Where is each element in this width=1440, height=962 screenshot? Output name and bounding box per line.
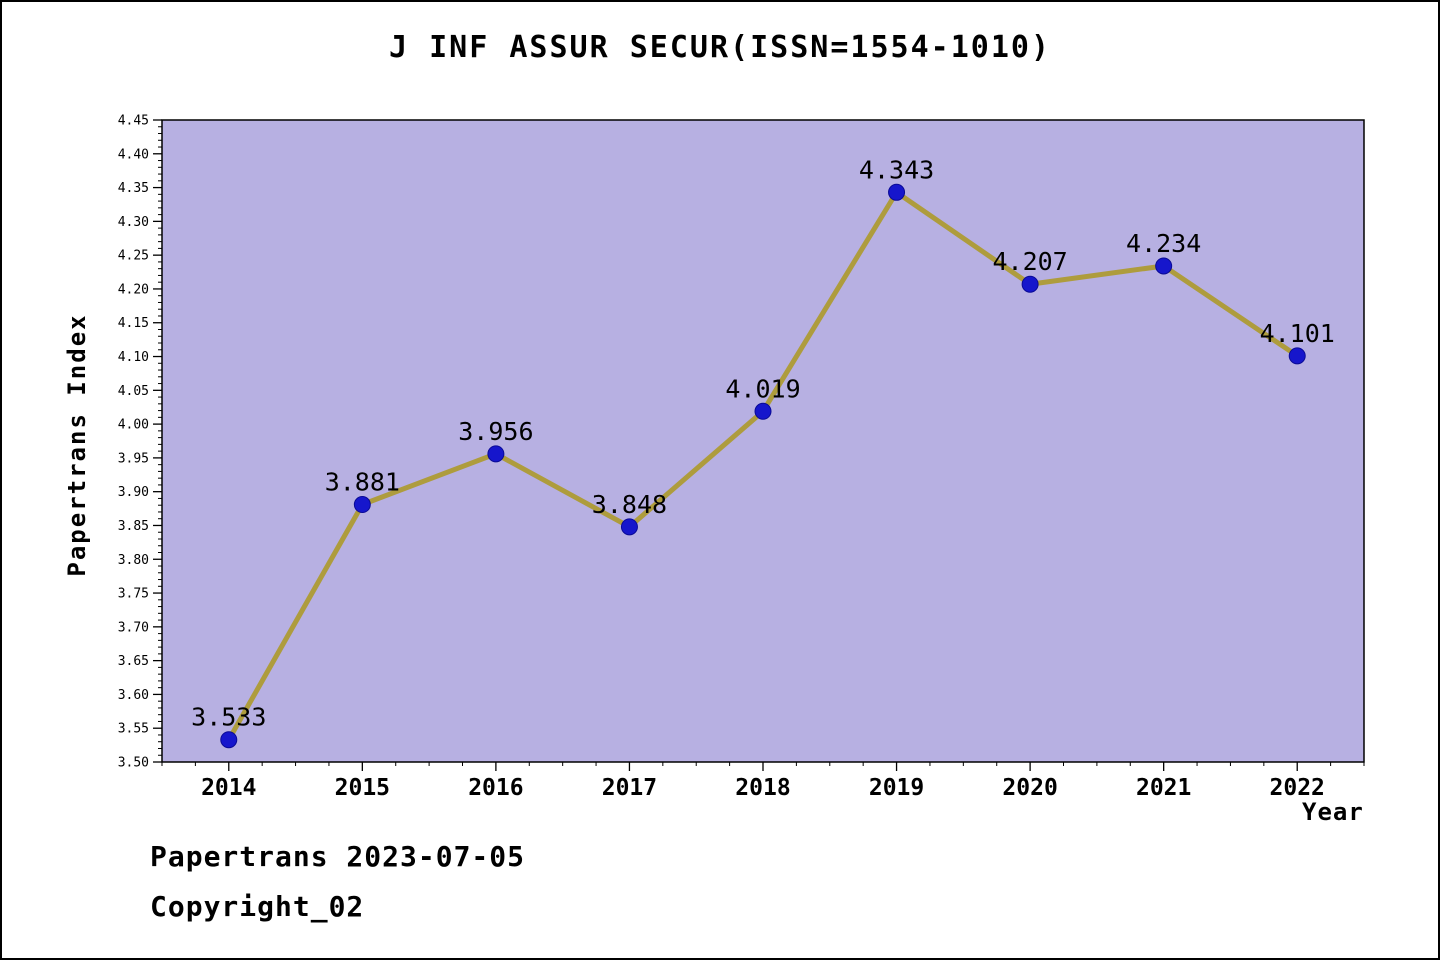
data-point-label: 4.234 — [1126, 229, 1201, 258]
y-tick-label: 4.05 — [118, 384, 149, 399]
y-tick-label: 4.00 — [118, 418, 149, 433]
y-tick-label: 3.80 — [118, 553, 149, 568]
data-point — [620, 518, 638, 536]
y-tick-label: 4.10 — [118, 350, 149, 365]
y-tick-label: 3.90 — [118, 485, 149, 500]
y-tick-label: 4.20 — [118, 282, 149, 297]
data-point-label: 4.019 — [725, 374, 800, 403]
y-tick-label: 3.60 — [118, 688, 149, 703]
chart-title: J INF ASSUR SECUR(ISSN=1554-1010) — [388, 30, 1052, 65]
x-tick-label: 2018 — [735, 775, 790, 801]
data-point — [487, 445, 505, 463]
data-point-label: 3.956 — [458, 417, 533, 446]
y-tick-label: 4.35 — [118, 181, 149, 196]
y-tick-label: 3.75 — [118, 587, 149, 602]
data-point — [754, 402, 772, 420]
x-tick-label: 2021 — [1136, 775, 1191, 801]
data-point-label: 3.881 — [325, 468, 400, 497]
y-tick-label: 3.70 — [118, 620, 149, 635]
data-point-label: 4.343 — [859, 155, 934, 184]
data-point-label: 4.207 — [992, 247, 1067, 276]
data-point — [1288, 347, 1306, 365]
footer-source: Papertrans 2023-07-05 — [150, 840, 526, 873]
y-tick-label: 3.85 — [118, 519, 149, 534]
x-tick-label: 2016 — [468, 775, 523, 801]
footer-copyright: Copyright_02 — [150, 890, 365, 923]
y-tick-label: 4.45 — [118, 114, 149, 129]
x-axis-title: Year — [1302, 798, 1364, 826]
plot-background — [161, 119, 1365, 763]
y-tick-label: 3.65 — [118, 654, 149, 669]
x-tick-label: 2014 — [201, 775, 256, 801]
y-tick-label: 4.30 — [118, 215, 149, 230]
data-point — [1155, 257, 1173, 275]
data-point — [353, 496, 371, 514]
data-point — [888, 183, 906, 201]
data-point-label: 4.101 — [1260, 319, 1335, 348]
x-tick-label: 2019 — [869, 775, 924, 801]
x-tick-label: 2017 — [602, 775, 657, 801]
y-tick-label: 3.55 — [118, 722, 149, 737]
data-point-label: 3.848 — [592, 490, 667, 519]
y-tick-label: 3.50 — [118, 756, 149, 771]
x-tick-label: 2022 — [1270, 775, 1325, 801]
y-tick-label: 4.25 — [118, 249, 149, 264]
x-tick-label: 2015 — [335, 775, 390, 801]
y-tick-label: 4.40 — [118, 147, 149, 162]
x-tick-label: 2020 — [1002, 775, 1057, 801]
data-point — [1021, 275, 1039, 293]
y-tick-label: 4.15 — [118, 316, 149, 331]
y-tick-label: 3.95 — [118, 451, 149, 466]
data-point — [220, 731, 238, 749]
data-point-label: 3.533 — [191, 703, 266, 732]
